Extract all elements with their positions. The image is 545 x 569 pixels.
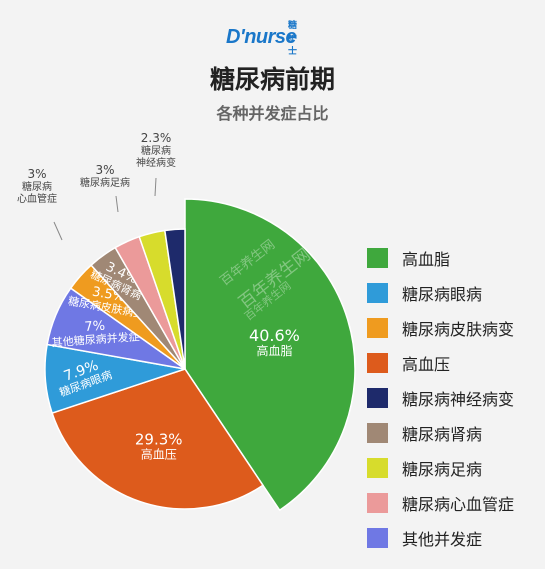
legend-item-1: 高血脂 [367,240,514,275]
slice-label-9: 2.3%糖尿病神经病变 [136,131,176,169]
legend-label: 糖尿病心血管症 [402,494,515,514]
slice-name-label: 心血管症 [17,192,57,205]
pie-slice-1 [184,198,356,512]
slice-value-label: 7% [84,319,106,335]
legend-label: 糖尿病眼病 [402,284,483,304]
legend-label: 糖尿病神经病变 [402,389,515,409]
legend-item-6: 糖尿病肾病 [367,415,514,450]
brand-logo: D'nurse 糖护士 [226,21,297,57]
legend-label: 糖尿病足病 [402,459,483,479]
slice-value-label: 29.3% [135,430,183,448]
chart-legend: 高血脂糖尿病眼病糖尿病皮肤病变 高血压糖尿病神经病变 糖尿病肾病糖尿病足病糖尿病心血… [367,240,514,555]
legend-item-5: 糖尿病神经病变 [367,380,514,415]
slice-value-label: 3% [27,167,46,181]
legend-label: 糖尿病皮肤病变 [402,319,515,339]
slice-name-label: 糖尿病足病 [80,176,130,189]
slice-label-2: 29.3%高血压 [135,430,183,461]
pie-slice-2 [51,368,265,510]
slice-label-4: 7%其他糖尿病并发症 [51,319,140,350]
legend-label: 高血压 [402,354,451,374]
legend-item-8: 糖尿病心血管症 [367,485,514,520]
slice-label-1: 40.6%高血脂 [249,326,300,358]
legend-swatch [367,352,388,373]
slice-name-label: 神经病变 [136,156,176,169]
chart-title: 糖尿病前期 [209,65,335,94]
slice-value-label: 3% [95,163,114,177]
legend-item-4: 高血压 [367,345,514,380]
legend-swatch [367,492,388,513]
slice-value-label: 40.6% [249,326,300,345]
leader-line-9 [154,177,157,197]
legend-swatch [367,457,388,478]
legend-swatch [367,317,388,338]
legend-label: 高血脂 [402,249,451,269]
slice-name-label: 高血脂 [256,343,292,358]
logo-subtext: 糖护士 [288,21,298,57]
slice-name-label: 糖尿病 [22,180,52,193]
legend-item-7: 糖尿病足病 [367,450,514,485]
slice-label-7: 3%糖尿病心血管症 [17,167,57,205]
leader-line-8 [115,195,119,213]
slice-name-label: 糖尿病 [141,144,171,157]
slice-label-8: 3%糖尿病足病 [80,163,130,189]
slice-name-label: 高血压 [141,446,177,461]
legend-item-3: 糖尿病皮肤病变 [367,310,514,345]
chart-subtitle: 各种并发症占比 [216,104,329,123]
legend-item-9: 其他并发症 [367,520,514,555]
logo-text: D'nurse [226,26,297,48]
slice-value-label: 2.3% [141,131,172,145]
legend-swatch [367,527,388,548]
pie-slice-9 [163,228,186,370]
legend-label: 糖尿病肾病 [402,424,483,444]
legend-item-2: 糖尿病眼病 [367,275,514,310]
legend-swatch [367,247,388,268]
legend-swatch [367,282,388,303]
slice-name-label: 其他糖尿病并发症 [51,329,140,349]
legend-label: 其他并发症 [402,529,483,549]
leader-line-7 [53,221,63,241]
legend-swatch [367,422,388,443]
legend-swatch [367,387,388,408]
